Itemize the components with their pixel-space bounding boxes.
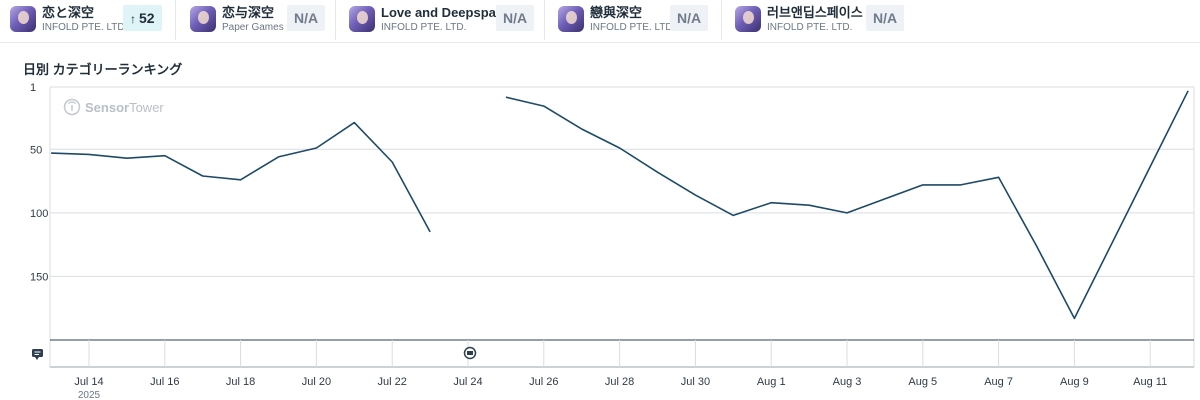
app-icon — [735, 6, 761, 32]
x-tick-label: Jul 24 — [453, 376, 482, 388]
watermark: SensorTower — [63, 98, 164, 116]
watermark-text: SensorTower — [85, 100, 164, 115]
app-name: 恋与深空 — [222, 5, 275, 20]
annotation-marker-icon[interactable] — [32, 349, 43, 360]
y-tick-label: 150 — [30, 271, 48, 283]
chart-title: 日別 カテゴリーランキング — [23, 62, 183, 77]
app-publisher: Paper Games — [222, 22, 284, 33]
app-name: 戀與深空 — [590, 5, 643, 20]
x-tick-label: Aug 11 — [1133, 376, 1167, 388]
rank-change-badge: N/A — [496, 5, 535, 31]
app-compare-strip: 恋と深空 INFOLD PTE. LTD. ↑ 52 恋与深空 Paper Gam… — [0, 0, 1200, 42]
x-tick-label: Jul 22 — [378, 376, 407, 388]
x-year-label: 2025 — [78, 390, 101, 400]
arrow-up-icon: ↑ — [130, 12, 136, 26]
y-tick-label: 50 — [30, 144, 42, 156]
app-icon — [190, 6, 216, 32]
sensor-tower-logo-icon — [63, 98, 81, 116]
grid-lines — [49, 86, 1195, 368]
app-name: 러브앤딥스페이스 — [767, 5, 863, 20]
rank-change-badge: N/A — [670, 5, 709, 31]
x-tick-label: Aug 1 — [757, 376, 786, 388]
series-line-segment[interactable] — [505, 90, 1189, 320]
app-publisher: INFOLD PTE. LTD. — [590, 22, 676, 33]
app-name: Love and Deepspace — [381, 5, 511, 20]
x-tick-label: Jul 18 — [226, 376, 255, 388]
app-card-4[interactable]: 戀與深空 INFOLD PTE. LTD. N/A — [545, 0, 722, 40]
rank-change-badge: N/A — [287, 5, 326, 31]
x-tick-label: Jul 30 — [681, 376, 710, 388]
x-tick-label: Jul 14 — [74, 376, 103, 388]
x-tick-label: Aug 3 — [833, 376, 862, 388]
app-card-2[interactable]: 恋与深空 Paper Games N/A — [176, 0, 336, 40]
rank-change-badge: ↑ 52 — [123, 5, 162, 31]
app-card-5[interactable]: 러브앤딥스페이스 INFOLD PTE. LTD. N/A — [722, 0, 912, 40]
app-icon — [10, 6, 36, 32]
x-tick-label: Aug 5 — [908, 376, 937, 388]
rank-change-badge: N/A — [866, 5, 905, 31]
app-icon — [558, 6, 584, 32]
app-icon — [349, 6, 375, 32]
app-publisher: INFOLD PTE. LTD. — [42, 22, 128, 33]
app-card-1[interactable]: 恋と深空 INFOLD PTE. LTD. ↑ 52 — [0, 0, 176, 40]
y-tick-label: 1 — [30, 82, 36, 94]
event-marker-icon[interactable] — [463, 346, 477, 360]
x-tick-label: Jul 28 — [605, 376, 634, 388]
x-tick-label: Jul 16 — [150, 376, 179, 388]
app-card-3[interactable]: Love and Deepspace INFOLD PTE. LTD. N/A — [336, 0, 545, 40]
x-axis-ticks: Jul 14 Jul 16 Jul 18 Jul 20 Jul 22 Jul 24 Jul … — [74, 340, 1167, 400]
y-tick-label: 100 — [30, 208, 48, 220]
x-tick-label: Jul 20 — [302, 376, 331, 388]
x-tick-label: Aug 9 — [1060, 376, 1089, 388]
x-tick-label: Aug 7 — [984, 376, 1013, 388]
series-line-segment[interactable] — [51, 121, 431, 233]
x-tick-label: Jul 26 — [529, 376, 558, 388]
app-name: 恋と深空 — [42, 5, 95, 20]
series-line — [51, 90, 1189, 320]
app-publisher: INFOLD PTE. LTD. — [767, 22, 853, 33]
app-publisher: INFOLD PTE. LTD. — [381, 22, 467, 33]
strip-divider — [0, 42, 1200, 43]
